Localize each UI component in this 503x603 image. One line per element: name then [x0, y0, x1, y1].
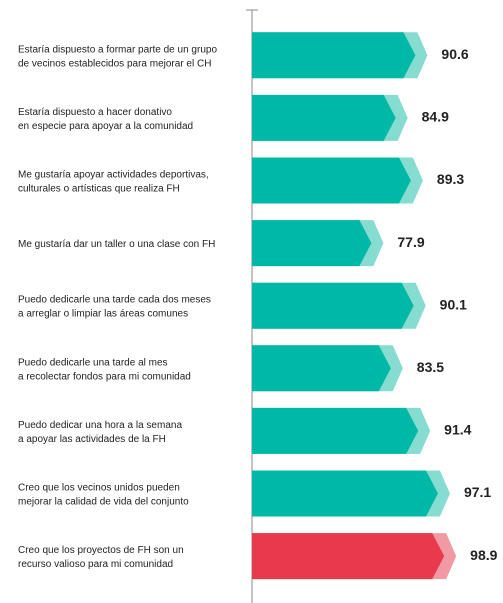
value-label: 97.1 [464, 484, 491, 500]
category-label: Me gustaría dar un taller o una clase co… [18, 239, 215, 250]
category-label: Puedo dedicarle una tarde al mes [18, 357, 168, 368]
value-label: 90.6 [441, 46, 468, 62]
category-label: a apoyar las actividades de la FH [18, 434, 166, 445]
category-label: de vecinos establecidos para mejorar el … [18, 58, 211, 69]
category-label: culturales o artísticas que realiza FH [18, 184, 180, 195]
category-label: Puedo dedicarle una tarde cada dos meses [18, 295, 211, 306]
value-label: 84.9 [422, 109, 449, 125]
bar [252, 220, 372, 267]
value-label: 90.1 [440, 296, 467, 312]
bar [252, 157, 411, 204]
value-label: 83.5 [417, 359, 444, 375]
category-label: Creo que los vecinos unidos pueden [18, 483, 180, 494]
category-label: Estaría dispuesto a hacer donativo [18, 107, 172, 118]
category-label: Puedo dedicar una hora a la semana [18, 420, 182, 431]
bar [252, 407, 419, 454]
category-label: mejorar la calidad de vida del conjunto [18, 497, 189, 508]
value-label: 91.4 [444, 422, 471, 438]
bar [252, 282, 414, 329]
category-label: recurso valioso para mi comunidad [18, 559, 173, 570]
category-label: Estaría dispuesto a formar parte de un g… [18, 44, 217, 55]
value-label: 77.9 [397, 234, 424, 250]
value-label: 89.3 [437, 171, 464, 187]
bar [252, 470, 438, 517]
category-label: Me gustaría apoyar actividades deportiva… [18, 170, 209, 181]
value-label: 98.9 [470, 547, 497, 563]
category-label: en especie para apoyar a la comunidad [18, 121, 193, 132]
category-label: a recolectar fondos para mi comunidad [18, 371, 191, 382]
bar [252, 32, 416, 79]
bar [252, 345, 391, 392]
category-label: a arreglar o limpiar las áreas comunes [18, 309, 188, 320]
category-label: Creo que los proyectos de FH son un [18, 545, 184, 556]
bar [252, 533, 445, 580]
bar [252, 94, 396, 141]
